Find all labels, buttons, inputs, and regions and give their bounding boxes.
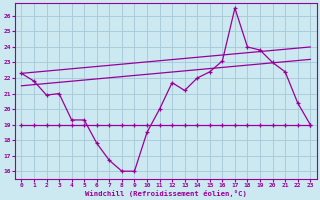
- X-axis label: Windchill (Refroidissement éolien,°C): Windchill (Refroidissement éolien,°C): [85, 190, 247, 197]
